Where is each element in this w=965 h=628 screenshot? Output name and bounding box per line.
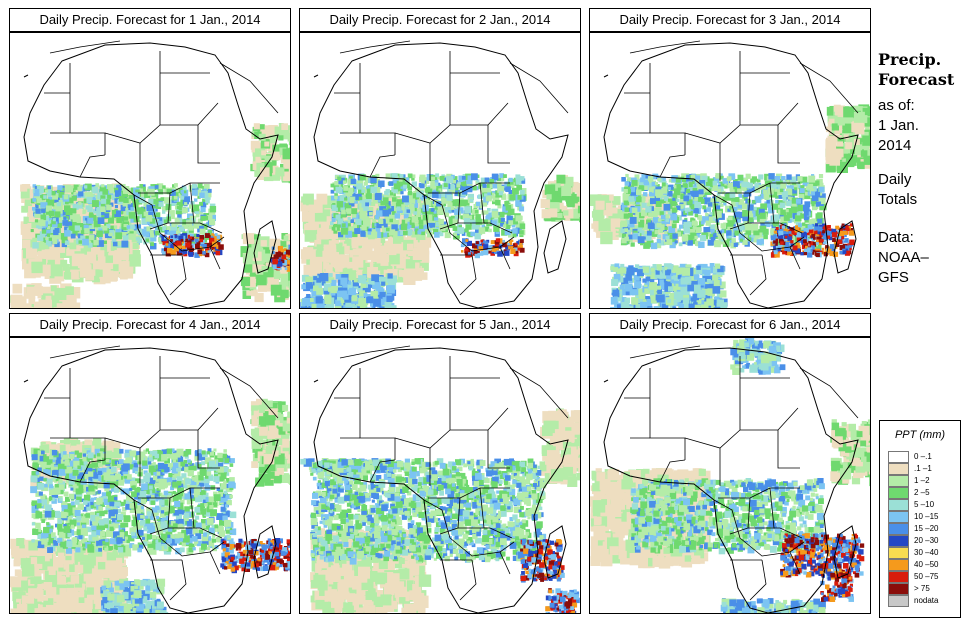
legend-swatch — [888, 523, 909, 535]
sidebar-date-2: 2014 — [878, 137, 912, 154]
legend-label: 5 –10 — [914, 500, 935, 509]
sidebar-heading-2: Forecast — [878, 70, 955, 89]
africa-map-svg — [590, 338, 870, 613]
forecast-panel-day1: Daily Precip. Forecast for 1 Jan., 2014 — [9, 8, 291, 309]
panel-title: Daily Precip. Forecast for 6 Jan., 2014 — [589, 313, 871, 337]
panel-title: Daily Precip. Forecast for 1 Jan., 2014 — [9, 8, 291, 32]
forecast-panel-day2: Daily Precip. Forecast for 2 Jan., 2014 — [299, 8, 581, 309]
legend-swatch — [888, 535, 909, 547]
panel-title: Daily Precip. Forecast for 5 Jan., 2014 — [299, 313, 581, 337]
legend-label: 0 –.1 — [914, 452, 932, 461]
africa-map-svg — [10, 40, 290, 308]
precip-legend: PPT (mm) 0 –.1 .1 –1 1 –2 2 –5 5 –10 10 … — [879, 420, 961, 618]
legend-label: 40 –50 — [914, 560, 939, 569]
panel-title: Daily Precip. Forecast for 2 Jan., 2014 — [299, 8, 581, 32]
sidebar-heading-1: Precip. — [878, 50, 942, 69]
precip-map[interactable] — [299, 337, 581, 614]
legend-swatch — [888, 511, 909, 523]
africa-map-svg — [300, 345, 580, 613]
legend-label: .1 –1 — [914, 464, 932, 473]
panel-title: Daily Precip. Forecast for 4 Jan., 2014 — [9, 313, 291, 337]
forecast-panel-day3: Daily Precip. Forecast for 3 Jan., 2014 — [589, 8, 871, 309]
legend-label: nodata — [914, 596, 939, 605]
legend-label: 15 –20 — [914, 524, 939, 533]
precip-map[interactable] — [9, 337, 291, 614]
africa-map-svg — [590, 40, 870, 308]
legend-swatch — [888, 583, 909, 595]
forecast-panel-day4: Daily Precip. Forecast for 4 Jan., 2014 — [9, 313, 291, 614]
legend-label: 30 –40 — [914, 548, 939, 557]
precip-map[interactable] — [589, 32, 871, 309]
precip-map[interactable] — [589, 337, 871, 614]
legend-swatch — [888, 547, 909, 559]
legend-label: 1 –2 — [914, 476, 930, 485]
legend-swatch — [888, 487, 909, 499]
forecast-panel-day5: Daily Precip. Forecast for 5 Jan., 2014 — [299, 313, 581, 614]
sidebar-data-3: GFS — [878, 269, 909, 286]
panel-title: Daily Precip. Forecast for 3 Jan., 2014 — [589, 8, 871, 32]
sidebar-totals-1: Daily — [878, 171, 912, 188]
legend-label: 50 –75 — [914, 572, 939, 581]
sidebar-data-2: NOAA– — [878, 249, 929, 266]
legend-swatch — [888, 451, 909, 463]
legend-swatch — [888, 559, 909, 571]
legend-label: > 75 — [914, 584, 930, 593]
legend-label: 10 –15 — [914, 512, 939, 521]
sidebar-data-1: Data: — [878, 229, 914, 246]
legend-title: PPT (mm) — [894, 429, 946, 441]
legend-swatch — [888, 475, 909, 487]
legend-label: 20 –30 — [914, 536, 939, 545]
precip-map[interactable] — [9, 32, 291, 309]
legend-swatch — [888, 499, 909, 511]
legend-swatch — [888, 463, 909, 475]
forecast-panel-day6: Daily Precip. Forecast for 6 Jan., 2014 — [589, 313, 871, 614]
legend-swatch — [888, 595, 909, 607]
sidebar-totals-2: Totals — [878, 191, 918, 208]
africa-map-svg — [10, 345, 290, 613]
africa-map-svg — [300, 40, 580, 308]
legend-swatch — [888, 571, 909, 583]
sidebar-date-1: 1 Jan. — [878, 117, 919, 134]
sidebar-asof: as of: — [878, 97, 915, 114]
legend-label: 2 –5 — [914, 488, 930, 497]
precip-map[interactable] — [299, 32, 581, 309]
